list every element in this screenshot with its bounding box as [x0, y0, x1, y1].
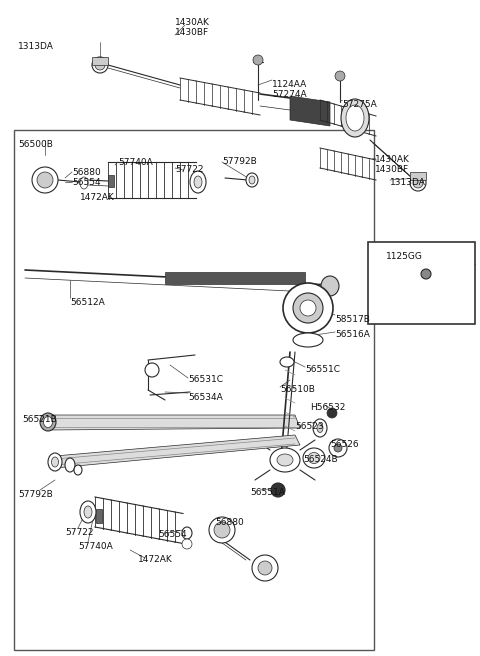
Ellipse shape	[341, 99, 369, 137]
Text: H56532: H56532	[310, 403, 346, 412]
Text: 56554: 56554	[158, 530, 187, 539]
Ellipse shape	[313, 419, 327, 437]
Ellipse shape	[190, 171, 206, 193]
Text: 56524B: 56524B	[303, 455, 337, 464]
Text: 56551A: 56551A	[250, 488, 285, 497]
Text: 56523: 56523	[295, 422, 324, 431]
Text: 57792B: 57792B	[18, 490, 53, 499]
Circle shape	[329, 439, 347, 457]
Text: 56534A: 56534A	[188, 393, 223, 402]
Text: 57274A: 57274A	[272, 90, 307, 99]
Text: 56554: 56554	[72, 178, 101, 187]
Ellipse shape	[346, 105, 364, 131]
Text: 57740A: 57740A	[78, 542, 113, 551]
Text: 56880: 56880	[215, 518, 244, 527]
Ellipse shape	[65, 458, 75, 472]
Text: 1472AK: 1472AK	[138, 555, 173, 564]
Circle shape	[413, 178, 423, 188]
Text: 1313DA: 1313DA	[390, 178, 426, 187]
Circle shape	[145, 363, 159, 377]
Text: 56510B: 56510B	[280, 385, 315, 394]
Circle shape	[209, 517, 235, 543]
Circle shape	[300, 300, 316, 316]
Ellipse shape	[44, 417, 52, 428]
Polygon shape	[48, 415, 300, 430]
Polygon shape	[290, 96, 330, 126]
Circle shape	[334, 444, 342, 452]
Text: 1313DA: 1313DA	[18, 42, 54, 51]
Text: 56500B: 56500B	[18, 140, 53, 149]
Ellipse shape	[80, 177, 88, 189]
Circle shape	[283, 283, 333, 333]
Ellipse shape	[308, 453, 320, 464]
Text: 1125GG: 1125GG	[386, 252, 423, 261]
Text: 57275A: 57275A	[342, 100, 377, 109]
Circle shape	[214, 522, 230, 538]
Text: 56526: 56526	[330, 440, 359, 449]
Text: 57740A: 57740A	[118, 158, 153, 167]
Text: 56551C: 56551C	[305, 365, 340, 374]
Bar	[14, 130, 374, 650]
Ellipse shape	[317, 424, 323, 432]
Ellipse shape	[293, 333, 323, 347]
Circle shape	[258, 561, 272, 575]
Bar	[92, 57, 108, 65]
Ellipse shape	[270, 448, 300, 472]
Text: 1430AK: 1430AK	[375, 155, 410, 164]
Ellipse shape	[249, 176, 255, 184]
Ellipse shape	[40, 413, 56, 431]
Text: 56880: 56880	[72, 168, 101, 177]
Ellipse shape	[51, 457, 59, 467]
Ellipse shape	[84, 506, 92, 518]
Ellipse shape	[277, 454, 293, 466]
Circle shape	[410, 175, 426, 191]
Bar	[368, 242, 475, 324]
Ellipse shape	[182, 527, 192, 539]
Ellipse shape	[194, 176, 202, 188]
Text: 56531C: 56531C	[188, 375, 223, 384]
Text: 1430BF: 1430BF	[375, 165, 409, 174]
Text: 57722: 57722	[65, 528, 94, 537]
Text: 56516A: 56516A	[335, 330, 370, 339]
Circle shape	[335, 71, 345, 81]
Ellipse shape	[280, 357, 294, 367]
Ellipse shape	[303, 448, 325, 468]
Text: 1430BF: 1430BF	[175, 28, 209, 37]
Bar	[165, 272, 305, 284]
Circle shape	[92, 57, 108, 73]
Bar	[108, 175, 114, 187]
Polygon shape	[55, 435, 300, 468]
Ellipse shape	[246, 173, 258, 187]
Text: 57722: 57722	[175, 165, 204, 174]
Ellipse shape	[80, 501, 96, 523]
Circle shape	[253, 55, 263, 65]
Text: 1124AA: 1124AA	[272, 80, 307, 89]
Text: 56512A: 56512A	[70, 298, 105, 307]
Circle shape	[327, 408, 337, 418]
Bar	[410, 172, 426, 180]
Circle shape	[182, 539, 192, 549]
Text: 58517B: 58517B	[335, 315, 370, 324]
Ellipse shape	[48, 453, 62, 471]
Circle shape	[32, 167, 58, 193]
Circle shape	[421, 269, 431, 279]
Ellipse shape	[321, 276, 339, 296]
Text: 56521B: 56521B	[22, 415, 57, 424]
Circle shape	[271, 483, 285, 497]
Circle shape	[37, 172, 53, 188]
Circle shape	[252, 555, 278, 581]
Text: 1430AK: 1430AK	[175, 18, 210, 27]
Circle shape	[95, 60, 105, 70]
Text: 1472AK: 1472AK	[80, 193, 115, 202]
Bar	[96, 509, 102, 523]
Text: 57792B: 57792B	[222, 157, 257, 166]
Ellipse shape	[74, 465, 82, 475]
Circle shape	[293, 293, 323, 323]
